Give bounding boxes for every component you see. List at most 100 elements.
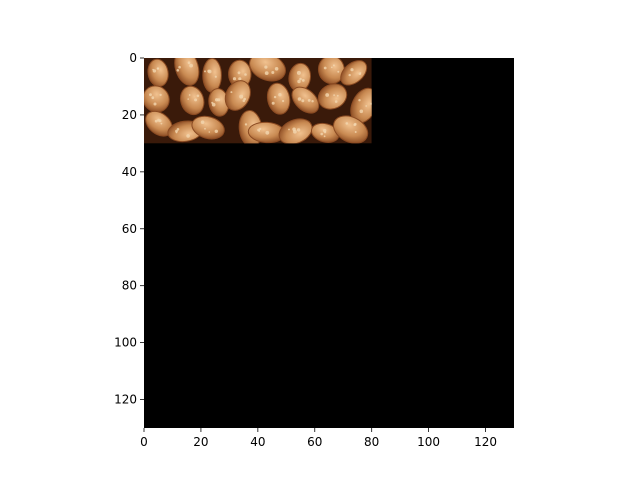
x-tick-label: 100 (417, 435, 440, 449)
bean-speckle (333, 94, 335, 96)
y-tick-label: 20 (122, 108, 137, 122)
bean-speckle (337, 70, 340, 73)
bean-speckle (350, 68, 354, 72)
bean-speckle (176, 128, 180, 131)
bean-speckle (152, 68, 154, 71)
bean-speckle (186, 134, 190, 138)
bean-speckle (189, 63, 194, 68)
bean-speckle (301, 79, 305, 82)
bean-speckle (258, 130, 261, 132)
bean-12 (266, 82, 291, 115)
bean-speckle (244, 123, 248, 126)
bean-speckle (217, 98, 221, 102)
bean-7 (340, 60, 368, 86)
bean-14 (317, 83, 348, 110)
bean-speckle (208, 131, 211, 133)
bean-speckle (271, 101, 275, 105)
bean-speckle (211, 101, 214, 104)
bean-18 (191, 115, 225, 140)
bean-speckle (175, 129, 178, 133)
bean-speckle (194, 98, 198, 102)
bean-speckle (151, 96, 155, 100)
bean-speckle (153, 102, 157, 106)
bean-speckle (358, 99, 361, 102)
bean-speckle (160, 122, 163, 125)
bean-speckle (296, 70, 301, 75)
y-tick-label: 40 (122, 165, 137, 179)
bean-speckle (293, 129, 297, 134)
bean-speckle (324, 131, 327, 134)
bean-9 (179, 85, 205, 116)
bean-speckle (359, 109, 364, 114)
bean-speckle (176, 69, 180, 72)
bean-speckle (154, 119, 158, 123)
bean-speckle (196, 94, 200, 98)
bean-speckle (238, 77, 242, 81)
bean-speckle (345, 122, 349, 125)
bean-speckle (301, 99, 305, 103)
bean-speckle (244, 73, 247, 76)
bean-11 (224, 80, 251, 111)
y-tick-label: 100 (114, 336, 137, 350)
bean-speckle (320, 132, 324, 136)
bean-speckle (214, 129, 218, 133)
bean-speckle (265, 130, 270, 135)
bean-speckle (156, 67, 160, 70)
bean-13 (291, 86, 320, 114)
bean-speckle (282, 99, 285, 103)
bean-speckle (370, 102, 372, 105)
bean-speckle (288, 128, 290, 131)
bean-speckle (273, 95, 277, 99)
bean-speckle (204, 70, 206, 73)
y-axis: 0 20 40 60 80 100 120 (114, 51, 144, 407)
bean-speckle (334, 100, 338, 103)
bean-speckle (239, 94, 244, 99)
bean-speckle (278, 93, 282, 97)
bean-8 (144, 85, 170, 113)
x-tick-label: 0 (140, 435, 148, 449)
bean-speckle (188, 94, 191, 96)
bean-1 (174, 58, 200, 86)
bean-speckle (230, 91, 233, 94)
bean-speckle (178, 65, 181, 69)
x-tick-label: 20 (193, 435, 208, 449)
bean-speckle (332, 64, 335, 67)
bean-speckle (296, 128, 301, 132)
bean-speckle (207, 69, 211, 73)
bean-speckle (323, 66, 327, 70)
bean-speckle (311, 100, 314, 103)
bean-2 (202, 58, 222, 93)
bean-speckle (237, 71, 241, 75)
bean-speckle (214, 75, 217, 78)
beans-image (144, 58, 372, 144)
x-tick-label: 120 (474, 435, 497, 449)
bean-speckle (331, 66, 333, 69)
bean-speckle (325, 93, 330, 97)
bean-speckle (354, 131, 357, 133)
bean-speckle (271, 71, 275, 74)
bean-speckle (149, 93, 152, 97)
bean-speckle (243, 97, 246, 101)
bean-speckle (274, 67, 279, 71)
y-tick-label: 60 (122, 222, 137, 236)
bean-speckle (232, 77, 237, 81)
bean-speckle (297, 97, 302, 101)
bean-speckle (159, 93, 162, 97)
bean-speckle (323, 135, 326, 138)
x-tick-label: 40 (250, 435, 265, 449)
bean-speckle (264, 65, 268, 69)
x-tick-label: 80 (364, 435, 379, 449)
bean-speckle (200, 120, 205, 124)
bean-speckle (264, 71, 269, 75)
bean-speckle (354, 122, 357, 126)
bean-speckle (365, 105, 368, 107)
bean-speckle (297, 79, 301, 84)
bean-4 (249, 58, 286, 82)
y-tick-label: 0 (129, 51, 137, 65)
bean-speckle (336, 94, 339, 97)
y-tick-label: 120 (114, 393, 137, 407)
bean-speckle (204, 127, 206, 130)
x-tick-label: 60 (307, 435, 322, 449)
bean-speckle (348, 73, 351, 77)
